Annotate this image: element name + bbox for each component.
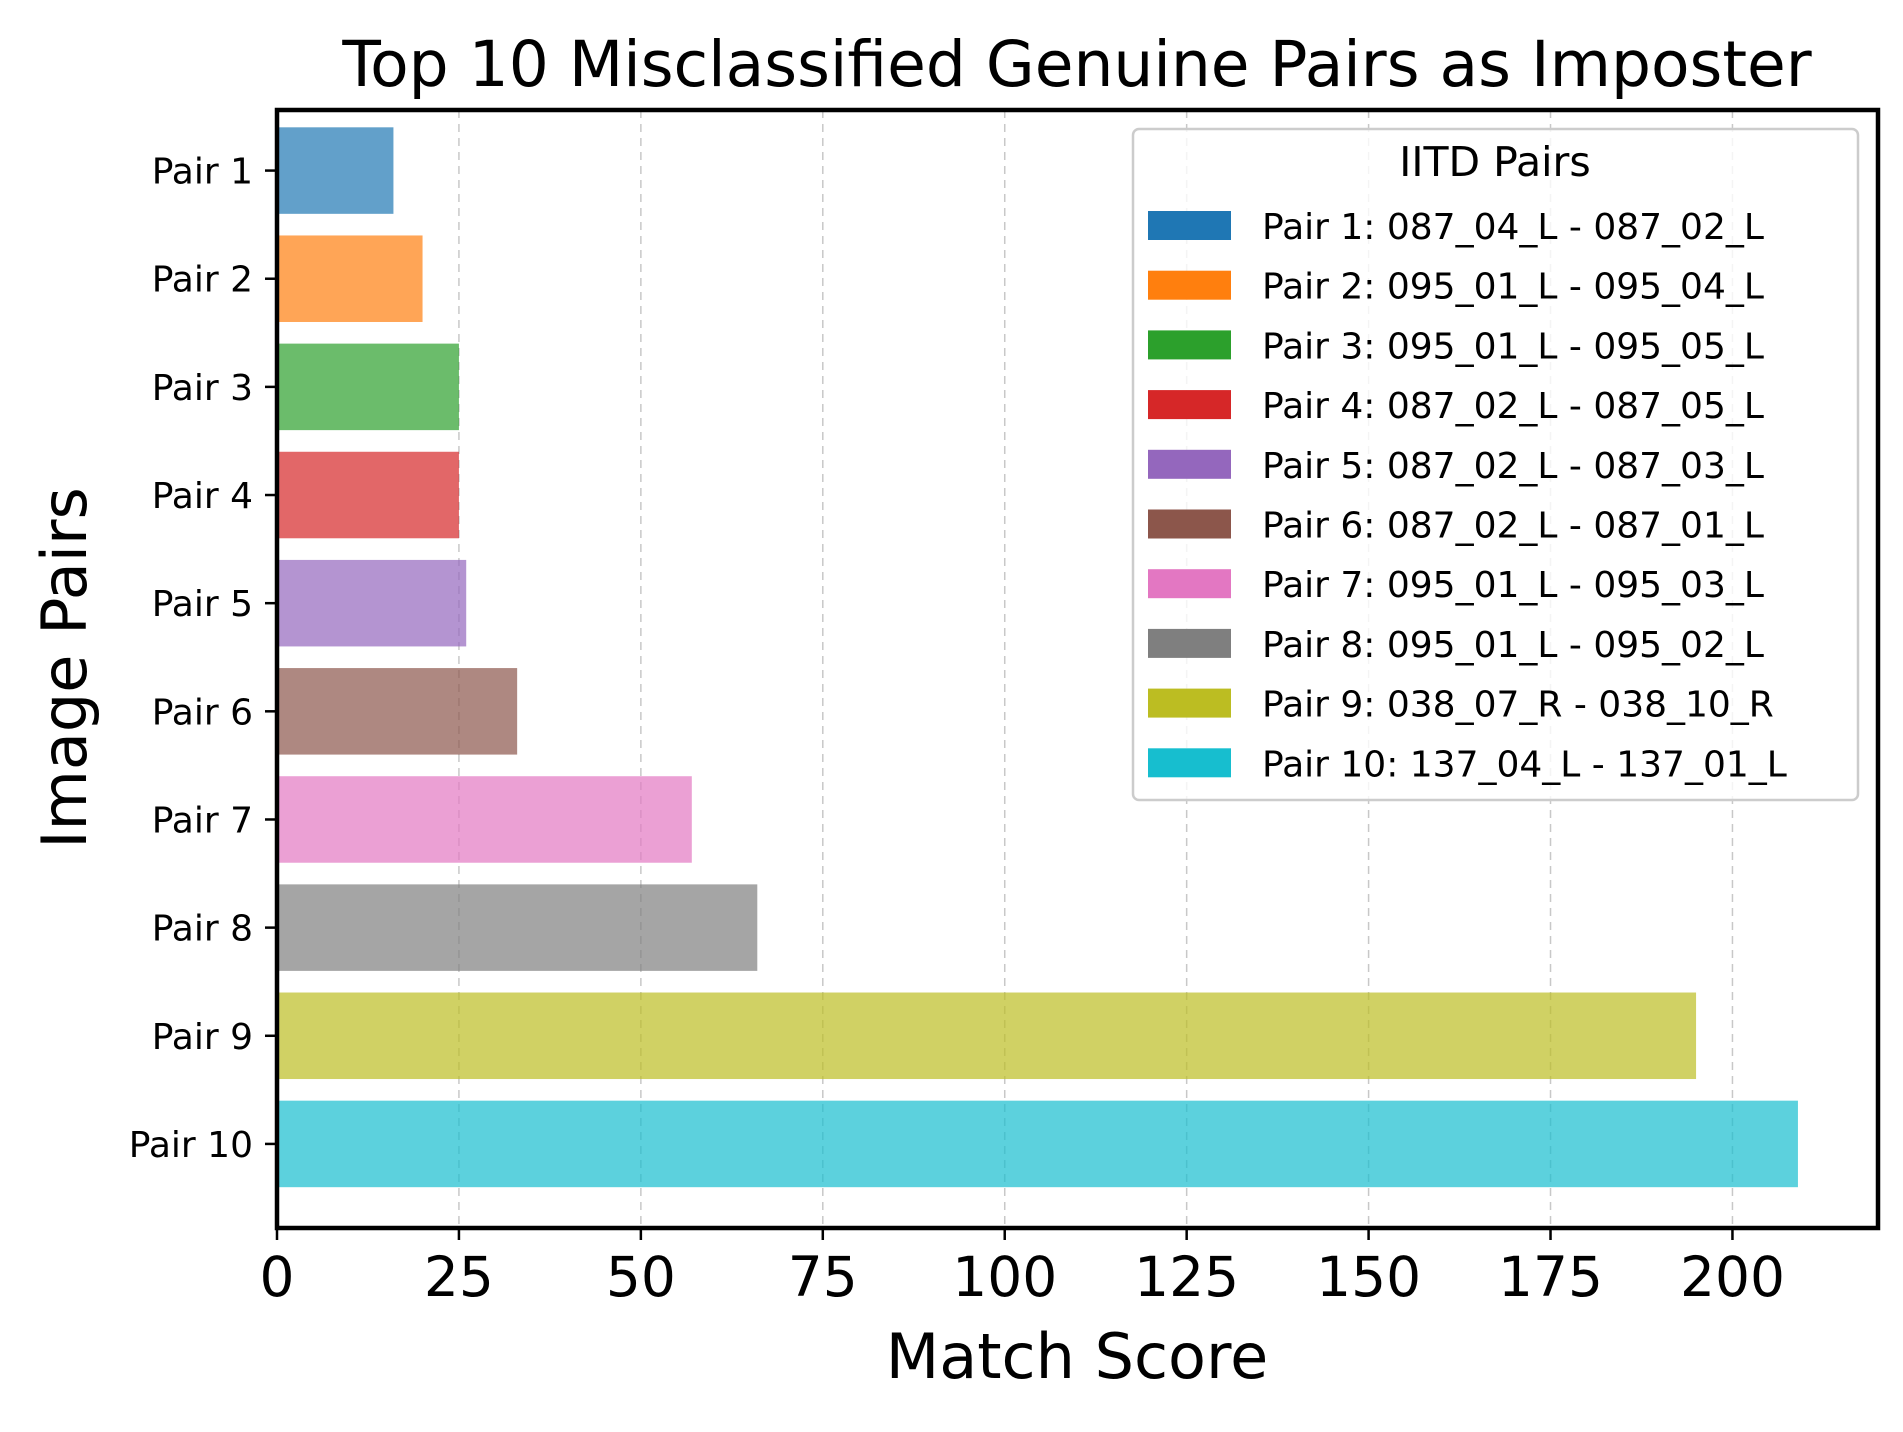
legend-swatch [1148,449,1231,479]
y-axis-label: Image Pairs [28,487,101,849]
x-tick-label: 175 [1498,1245,1603,1309]
y-tick-label: Pair 3 [152,368,253,409]
legend-swatch [1148,688,1231,718]
x-axis-ticks: 0 25 50 75 100 125 150 175 200 [260,1228,1785,1309]
legend-item: Pair 8: 095_01_L - 095_02_L [1148,625,1764,666]
legend-label: Pair 3: 095_01_L - 095_05_L [1262,326,1764,367]
legend-label: Pair 6: 087_02_L - 087_01_L [1262,506,1764,547]
legend-label: Pair 9: 038_07_R - 038_10_R [1262,685,1774,726]
legend-swatch [1148,509,1231,539]
bar-pair-8 [277,884,758,971]
legend-swatch [1148,628,1231,658]
bar-pair-1 [277,127,394,214]
y-tick-label: Pair 5 [152,584,253,625]
legend-swatch [1148,211,1231,240]
legend-label: Pair 2: 095_01_L - 095_04_L [1262,267,1764,308]
legend-swatch [1148,390,1231,420]
legend-entries: Pair 1: 087_04_L - 087_02_L Pair 2: 095_0… [1148,207,1787,785]
legend-label: Pair 4: 087_02_L - 087_05_L [1262,386,1764,427]
legend-item: Pair 7: 095_01_L - 095_03_L [1148,565,1764,606]
y-tick-label: Pair 7 [152,800,253,841]
bar-pair-10 [277,1100,1798,1188]
legend-item: Pair 5: 087_02_L - 087_03_L [1148,446,1764,487]
bar-pair-9 [277,992,1697,1080]
legend: IITD Pairs Pair 1: 087_04_L - 087_02_LPa… [1131,127,1860,802]
x-tick-label: 200 [1680,1245,1785,1309]
legend-title: IITD Pairs [1399,138,1590,186]
legend-item: Pair 3: 095_01_L - 095_05_L [1148,326,1764,367]
bar-pair-3 [277,343,459,431]
legend-item: Pair 9: 038_07_R - 038_10_R [1148,685,1774,726]
bar-pair-4 [277,451,459,539]
bar-pair-7 [277,776,692,863]
legend-label: Pair 10: 137_04_L - 137_01_L [1262,744,1787,785]
legend-item: Pair 2: 095_01_L - 095_04_L [1148,267,1764,308]
legend-item: Pair 6: 087_02_L - 087_01_L [1148,506,1764,547]
legend-label: Pair 8: 095_01_L - 095_02_L [1262,625,1764,666]
x-tick-label: 25 [424,1245,494,1309]
chart-title: Top 10 Misclassified Genuine Pairs as Im… [341,28,1811,101]
legend-box [1131,127,1860,802]
x-tick-label: 150 [1316,1245,1421,1309]
legend-item: Pair 10: 137_04_L - 137_01_L [1148,744,1787,785]
y-tick-label: Pair 8 [152,909,253,950]
legend-swatch [1148,330,1231,360]
y-tick-label: Pair 1 [152,152,253,193]
legend-label: Pair 5: 087_02_L - 087_03_L [1262,446,1764,487]
legend-swatch [1148,569,1231,599]
plot-frame [274,107,1881,1231]
x-tick-label: 100 [952,1245,1057,1309]
y-tick-label: Pair 10 [129,1125,253,1166]
x-tick-label: 75 [788,1245,858,1309]
x-axis-label: Match Score [886,1320,1269,1393]
legend-item: Pair 4: 087_02_L - 087_05_L [1148,386,1764,427]
bar-pair-2 [277,235,423,322]
x-tick-label: 125 [1134,1245,1239,1309]
bar-pair-6 [277,668,518,755]
legend-label: Pair 7: 095_01_L - 095_03_L [1262,565,1764,606]
x-tick-label: 50 [606,1245,676,1309]
bar-pair-5 [277,559,467,647]
y-tick-label: Pair 4 [152,476,253,517]
legend-label: Pair 1: 087_04_L - 087_02_L [1262,207,1764,248]
bars [277,127,1798,1188]
legend-item: Pair 1: 087_04_L - 087_02_L [1148,207,1764,248]
y-axis-ticks: Pair 1 Pair 2 Pair 3 Pair 4 Pair 5 Pair 6 Pair… [129,152,277,1166]
y-tick-label: Pair 9 [152,1017,253,1058]
x-tick-label: 0 [260,1245,295,1309]
legend-swatch [1148,270,1231,300]
legend-swatch [1148,748,1231,778]
y-tick-label: Pair 6 [152,692,253,733]
y-tick-label: Pair 2 [152,260,253,301]
